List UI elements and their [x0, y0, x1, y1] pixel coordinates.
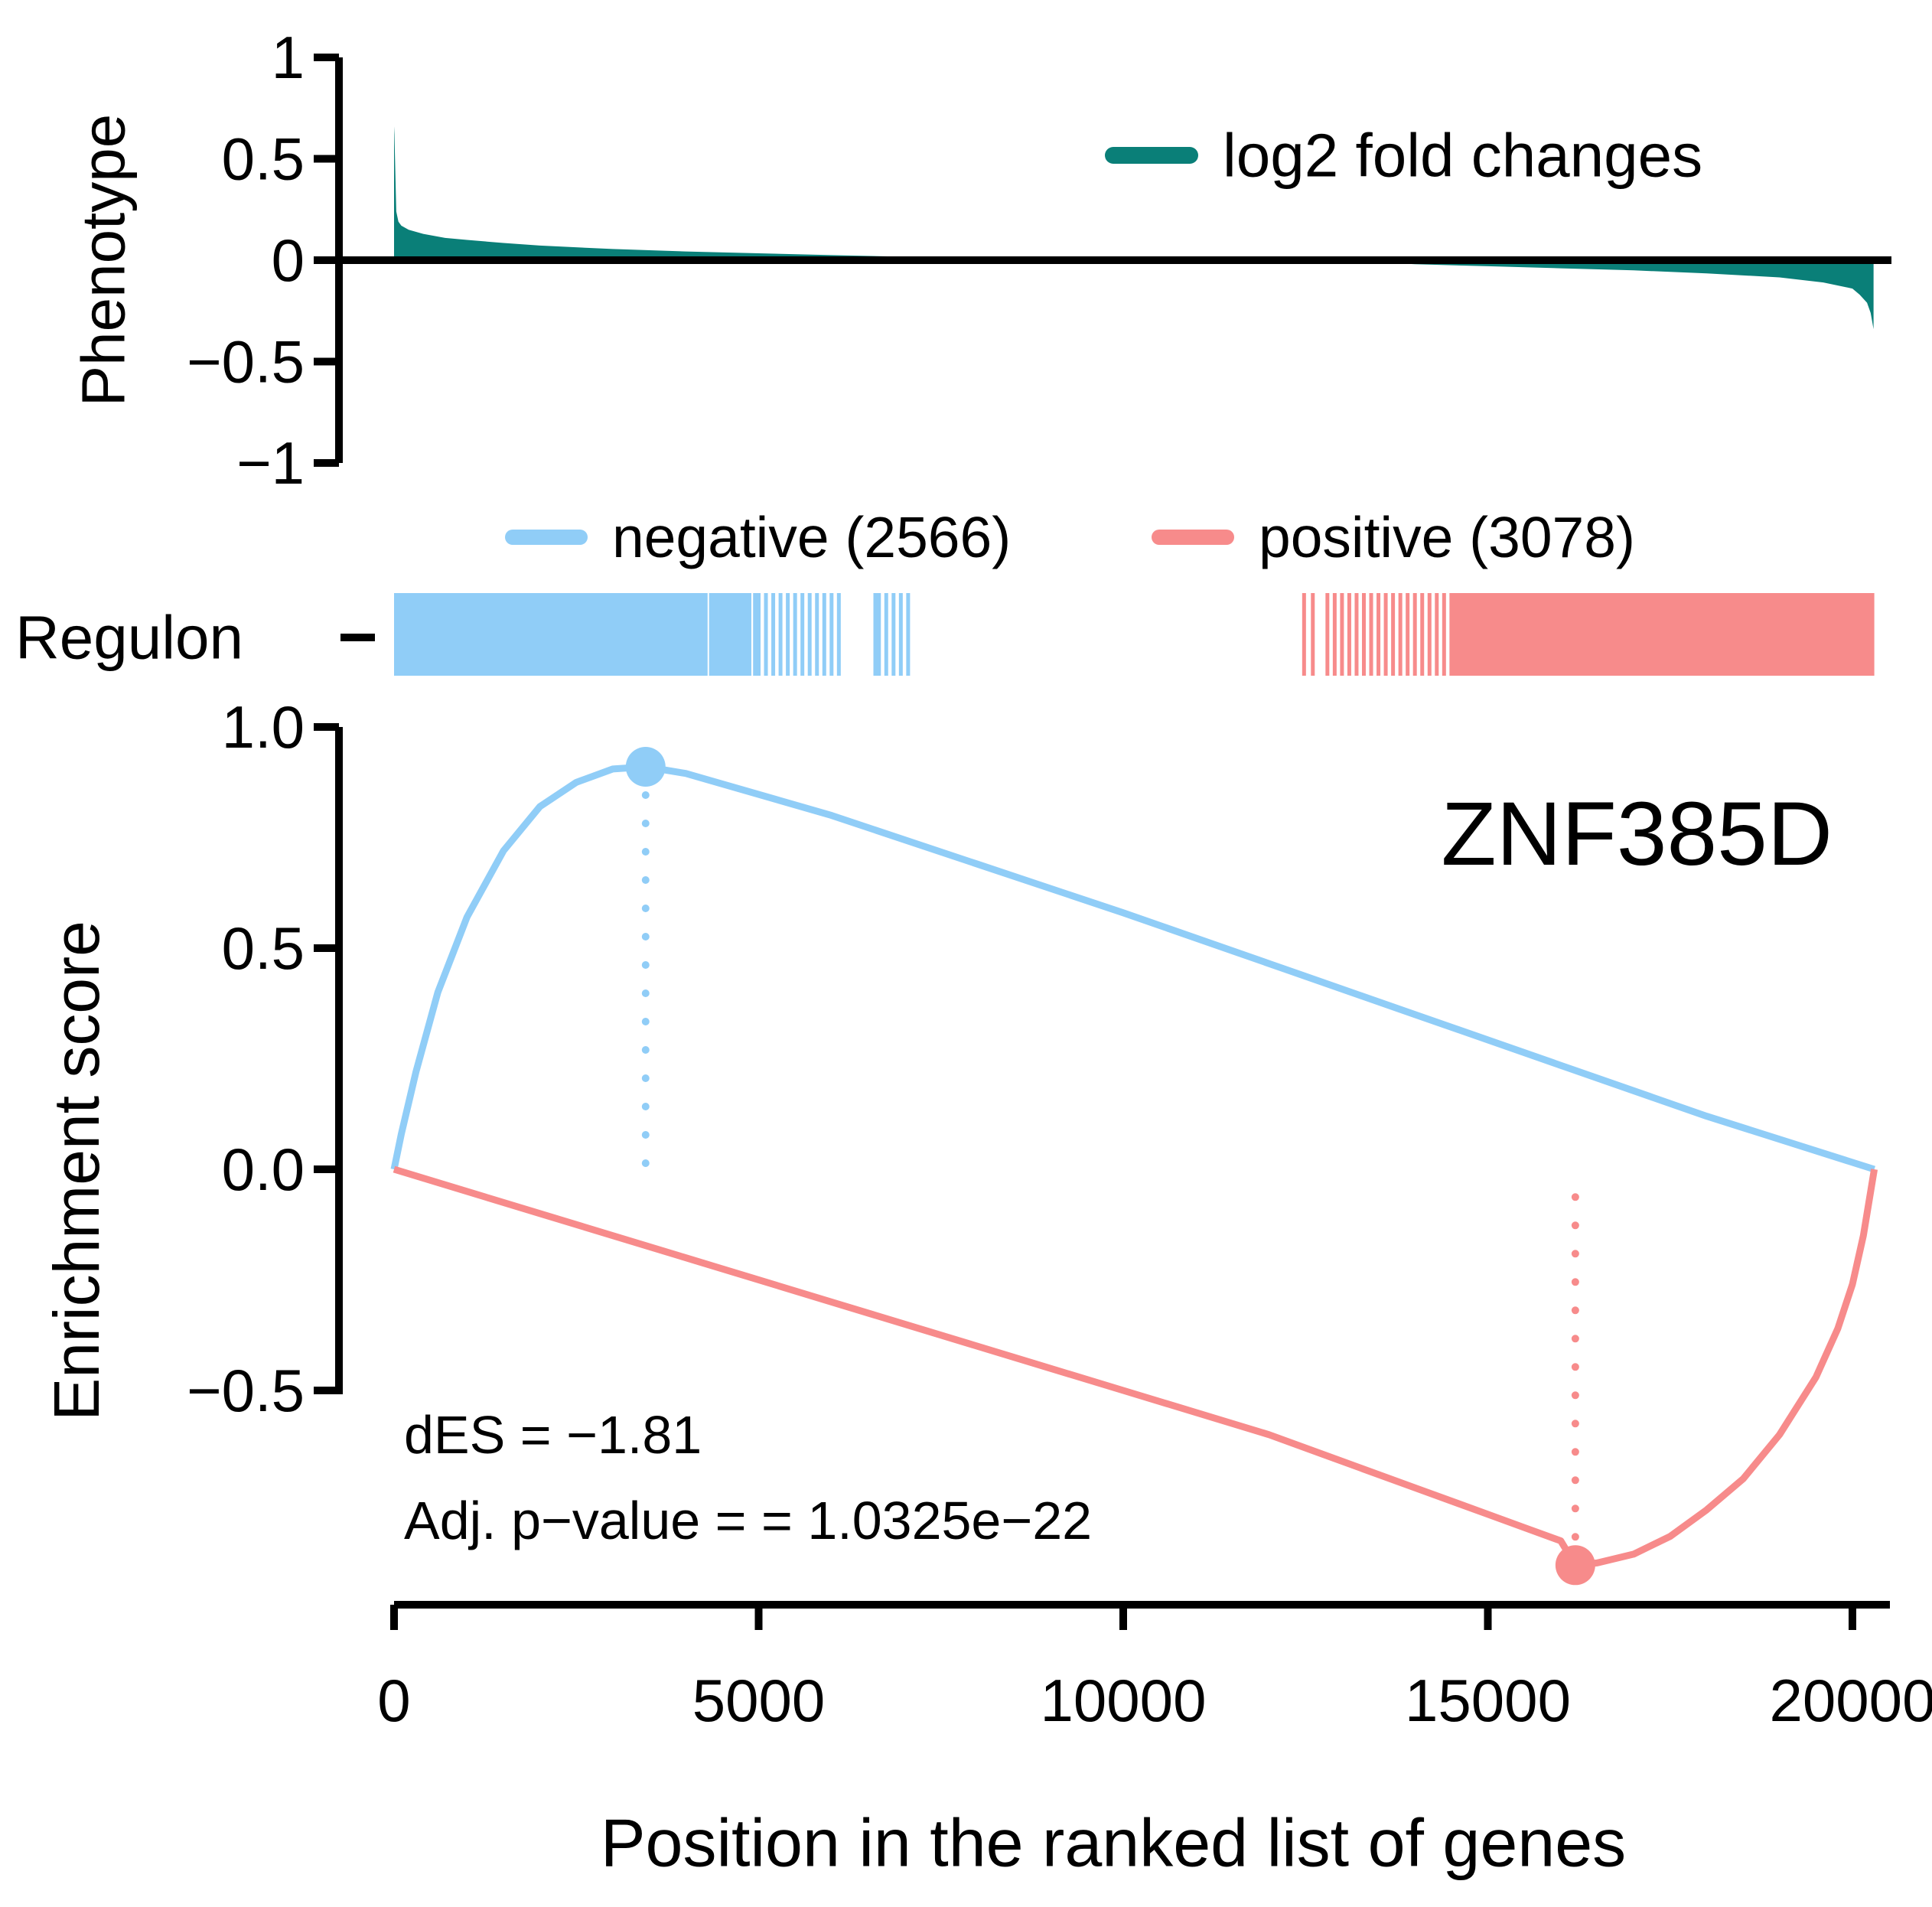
regulon-panel: negative (2566) positive (3078) Regulon [15, 505, 1875, 676]
regulon-positive-line [1420, 593, 1425, 676]
regulon-negative-line [884, 593, 888, 676]
regulon-negative-line [906, 593, 911, 676]
legend-label-log2-fold-changes: log2 fold changes [1223, 122, 1702, 190]
regulon-negative-line [753, 593, 757, 676]
enrichment-x-tick-label: 0 [377, 1667, 410, 1734]
enrichment-y-axis-label: Enrichment score [41, 921, 112, 1421]
regulon-negative-block [709, 593, 751, 676]
regulon-positive-line [1302, 593, 1306, 676]
regulon-positive-block [1451, 593, 1875, 676]
enrichment-x-tick-label: 10000 [1041, 1667, 1207, 1734]
regulon-negative-line [778, 593, 783, 676]
enrichment-x-tick-label: 5000 [692, 1667, 826, 1734]
enrichment-negative-extremum-point [625, 747, 666, 787]
regulon-negative-line [877, 593, 881, 676]
regulon-positive-line [1383, 593, 1388, 676]
regulon-positive-line [1427, 593, 1432, 676]
regulon-negative-line [793, 593, 797, 676]
enrichment-x-axis-label: Position in the ranked list of genes [601, 1805, 1626, 1881]
regulon-negative-line [807, 593, 812, 676]
regulon-negative-line [815, 593, 819, 676]
enrichment-x-tick-label: 15000 [1405, 1667, 1571, 1734]
regulon-positive-line [1340, 593, 1344, 676]
phenotype-y-tick-label: −1 [236, 429, 305, 497]
regulon-negative-line [891, 593, 896, 676]
des-statistic: dES = −1.81 [404, 1405, 702, 1465]
adj-p-value: Adj. p−value = = 1.0325e−22 [404, 1491, 1092, 1550]
regulon-legend: negative (2566) positive (3078) [505, 505, 1635, 569]
regulon-positive-line [1361, 593, 1366, 676]
regulon-positive-line [1332, 593, 1337, 676]
regulon-positive-line [1391, 593, 1396, 676]
phenotype-y-ticks: 1 0.5 0 −0.5 −1 [187, 24, 339, 497]
regulon-negative-line [786, 593, 790, 676]
regulon-barcode [394, 593, 1875, 676]
regulon-negative-line [800, 593, 805, 676]
regulon-negative-line [898, 593, 903, 676]
enrichment-y-tick-label: 0.0 [222, 1136, 305, 1203]
regulon-positive-line [1369, 593, 1373, 676]
phenotype-panel: 1 0.5 0 −0.5 −1 Phenotype log2 fold changes [70, 24, 1891, 497]
regulon-negative-line [771, 593, 776, 676]
enrichment-positive-extremum-point [1555, 1545, 1595, 1586]
regulon-positive-line [1406, 593, 1410, 676]
regulon-negative-block [394, 593, 708, 676]
legend-label-negative: negative (2566) [612, 505, 1011, 569]
regulon-positive-line [1435, 593, 1439, 676]
regulon-negative-line [757, 593, 761, 676]
phenotype-y-tick-label: −0.5 [187, 328, 305, 396]
regulon-positive-line [1412, 593, 1417, 676]
gene-set-title: ZNF385D [1442, 784, 1833, 885]
regulon-positive-line [1311, 593, 1315, 676]
regulon-negative-line [822, 593, 826, 676]
enrichment-panel: 1.0 0.5 0.0 −0.5 0 5000 10000 15000 20000 Enric… [41, 693, 1932, 1881]
regulon-positive-line [1354, 593, 1359, 676]
regulon-positive-line [1442, 593, 1446, 676]
phenotype-y-tick-label: 1 [272, 24, 305, 91]
phenotype-legend: log2 fold changes [1105, 122, 1702, 190]
enrichment-curves [390, 747, 1878, 1586]
enrichment-y-tick-label: 1.0 [222, 693, 305, 761]
regulon-positive-line [1377, 593, 1381, 676]
enrichment-y-tick-label: 0.5 [222, 914, 305, 982]
legend-label-positive: positive (3078) [1259, 505, 1635, 569]
phenotype-y-tick-label: 0 [272, 227, 305, 294]
regulon-positive-line [1325, 593, 1330, 676]
enrichment-x-tick-label: 20000 [1770, 1667, 1932, 1734]
phenotype-y-axis-label: Phenotype [70, 114, 138, 407]
regulon-negative-line [873, 593, 878, 676]
enrichment-y-ticks: 1.0 0.5 0.0 −0.5 [187, 693, 339, 1424]
regulon-negative-line [764, 593, 768, 676]
regulon-negative-line [829, 593, 834, 676]
regulon-positive-line [1347, 593, 1351, 676]
phenotype-y-tick-label: 0.5 [222, 126, 305, 193]
enrichment-y-tick-label: −0.5 [187, 1357, 305, 1424]
regulon-negative-line [836, 593, 841, 676]
regulon-label: Regulon [15, 604, 243, 672]
regulon-positive-line [1398, 593, 1403, 676]
enrichment-x-ticks: 0 5000 10000 15000 20000 [377, 1605, 1932, 1734]
